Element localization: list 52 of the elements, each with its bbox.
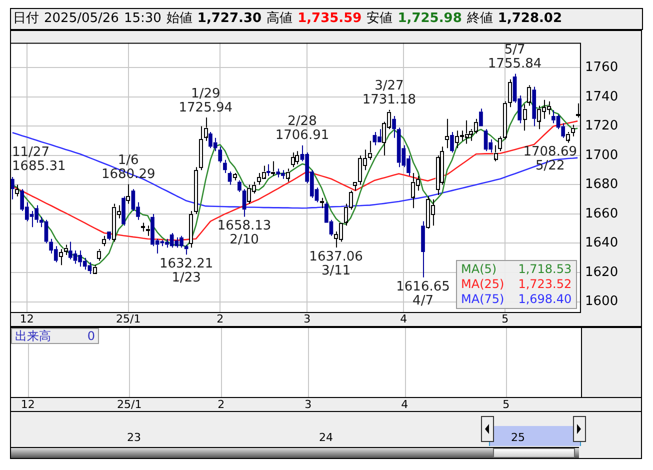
candlestick — [392, 115, 396, 138]
annotation: 1637.06 3/11 — [309, 249, 363, 278]
category-label: 3 — [304, 398, 312, 411]
x-tick-label: 2 — [216, 312, 224, 326]
annotation: 1/29 1725.94 — [178, 86, 233, 116]
candlestick — [532, 86, 536, 127]
category-label: 25/1 — [116, 398, 142, 411]
annotation: 1616.65 4/7 — [396, 279, 450, 308]
text: MA(75) 1,698.40 — [461, 292, 572, 307]
category-label: 2 — [218, 398, 225, 411]
annotation: 1632.21 1/23 — [159, 256, 214, 286]
candlestick — [479, 108, 483, 126]
y-tick-label: 1740 — [585, 89, 618, 104]
annotation: 2/28 1706.91 — [275, 114, 330, 144]
candlestick — [107, 232, 111, 241]
annotation: 11/27 1685.31 — [12, 144, 66, 174]
category-label: 5 — [502, 398, 510, 411]
candlestick — [238, 180, 242, 193]
chart-title: 日付 2025/05/26 15:30 始値 1,727.30 高値 1,735.59 安値 1,725.98 終値 1,728.02 — [13, 11, 562, 26]
candlestick — [242, 188, 246, 218]
candlestick — [218, 146, 222, 164]
annotation: 1658.13 2/10 — [217, 218, 272, 248]
y-tick-label: 1700 — [585, 148, 618, 163]
candlestick — [126, 184, 130, 204]
range-navigator: 23 24 25 — [10, 411, 642, 459]
annotation: 5/7 1755.84 — [488, 42, 542, 72]
x-tick-label: 12 — [20, 312, 34, 326]
candlestick — [266, 164, 270, 176]
candlestick — [450, 132, 454, 154]
category-label: 12 — [20, 398, 35, 411]
annotation: 1708.69 5/22 — [523, 144, 578, 174]
candlestick — [508, 78, 512, 108]
category-label: 4 — [401, 398, 408, 411]
y-tick-label: 1620 — [585, 264, 618, 280]
candlestick — [122, 196, 126, 226]
x-tick-label: 25/1 — [116, 312, 141, 326]
text: MA(25) 1,723.52 — [461, 277, 572, 292]
x-tick-label: 4 — [400, 312, 408, 326]
annotation: 3/27 1731.18 — [362, 78, 416, 108]
text: MA(5) 1,718.53 — [461, 262, 572, 276]
candlestick — [223, 159, 227, 174]
y-tick-label: 1760 — [585, 60, 618, 76]
x-tick-label: 5 — [502, 312, 509, 326]
text: 出来高 0 — [15, 329, 95, 343]
y-tick-label: 1640 — [585, 236, 618, 251]
y-tick-label: 1680 — [585, 177, 618, 192]
y-tick-label: 1720 — [585, 118, 618, 134]
candlestick — [184, 244, 188, 256]
y-tick-label: 1600 — [585, 294, 618, 310]
candlestick — [421, 220, 425, 278]
y-tick-label: 1660 — [585, 206, 618, 222]
x-tick-label: 3 — [304, 312, 311, 326]
